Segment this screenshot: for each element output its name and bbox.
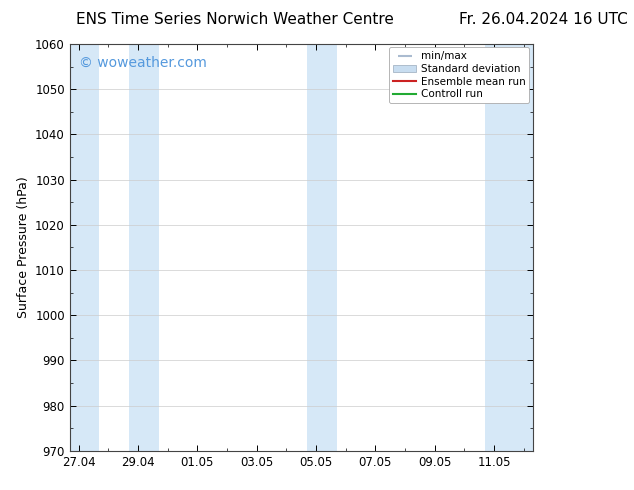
Text: ENS Time Series Norwich Weather Centre: ENS Time Series Norwich Weather Centre bbox=[76, 12, 394, 27]
Bar bbox=[485, 44, 533, 451]
Y-axis label: Surface Pressure (hPa): Surface Pressure (hPa) bbox=[16, 176, 30, 318]
Bar bbox=[70, 44, 100, 451]
Text: Fr. 26.04.2024 16 UTC: Fr. 26.04.2024 16 UTC bbox=[459, 12, 628, 27]
Bar bbox=[129, 44, 158, 451]
Legend: min/max, Standard deviation, Ensemble mean run, Controll run: min/max, Standard deviation, Ensemble me… bbox=[389, 47, 529, 103]
Text: © woweather.com: © woweather.com bbox=[79, 56, 207, 70]
Bar bbox=[307, 44, 337, 451]
